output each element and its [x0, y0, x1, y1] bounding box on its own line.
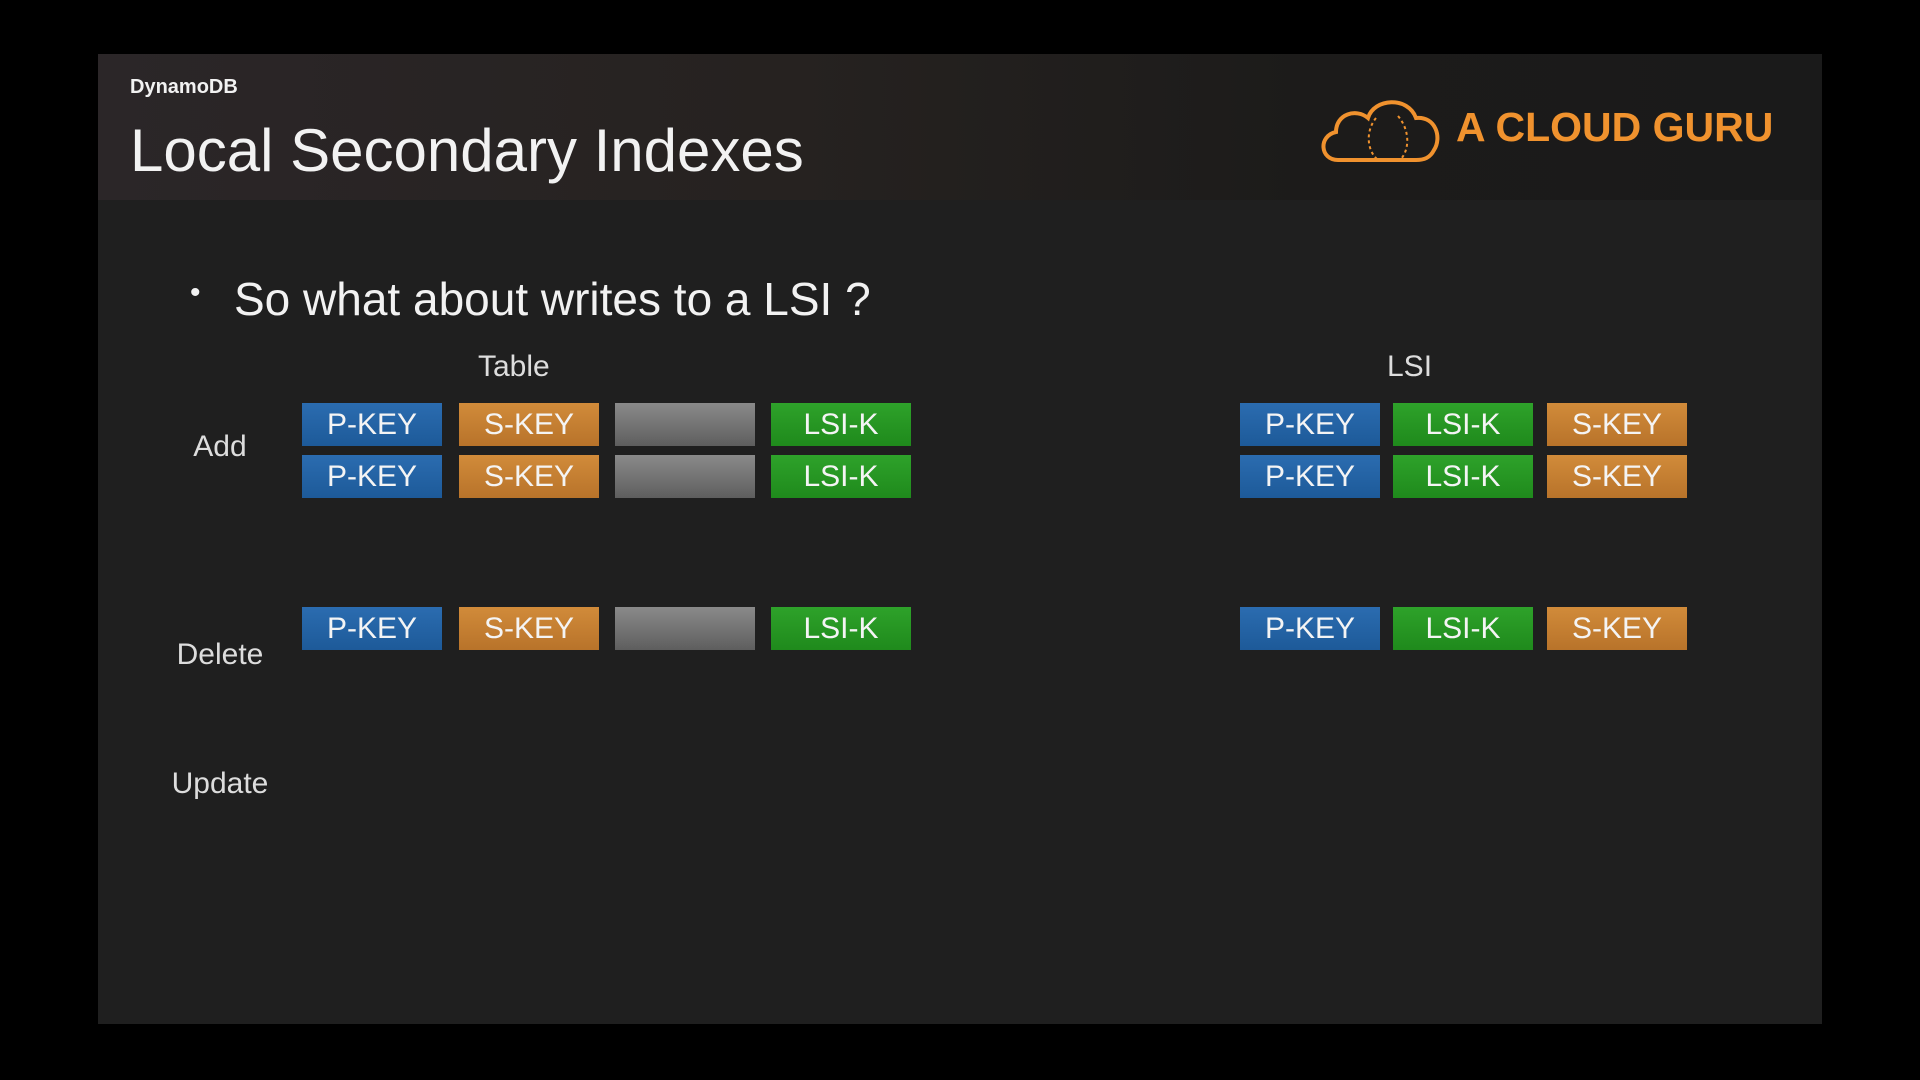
key-box: LSI-K [771, 607, 911, 650]
bullet-dot: • [190, 276, 201, 309]
key-box: P-KEY [1240, 607, 1380, 650]
header [98, 54, 1822, 200]
key-box: P-KEY [302, 455, 442, 498]
key-box: LSI-K [771, 455, 911, 498]
title: Local Secondary Indexes [130, 117, 804, 184]
operation-label: Update [171, 767, 269, 800]
key-box: S-KEY [459, 455, 599, 498]
column-label: LSI [1387, 350, 1433, 383]
key-box: LSI-K [771, 403, 911, 446]
key-box: P-KEY [1240, 455, 1380, 498]
logo-cloud [1321, 100, 1440, 162]
operation-label: Add [193, 430, 247, 463]
attribute-box [615, 455, 755, 498]
key-box: S-KEY [1547, 403, 1687, 446]
slide: DynamoDB Local Secondary Indexes A CLOUD… [98, 54, 1822, 1024]
attribute-box [615, 607, 755, 650]
key-box: P-KEY [302, 607, 442, 650]
key-box: LSI-K [1393, 403, 1533, 446]
key-box: S-KEY [459, 403, 599, 446]
attribute-box [615, 403, 755, 446]
key-box: S-KEY [459, 607, 599, 650]
key-box: P-KEY [302, 403, 442, 446]
operation-label: Delete [176, 638, 264, 671]
key-box: P-KEY [1240, 403, 1380, 446]
key-box: S-KEY [1547, 607, 1687, 650]
column-label: Table [478, 350, 550, 383]
key-box: S-KEY [1547, 455, 1687, 498]
key-box: LSI-K [1393, 607, 1533, 650]
key-box: LSI-K [1393, 455, 1533, 498]
section: DynamoDB [130, 76, 238, 98]
bullet: So what about writes to a LSI ? [234, 273, 871, 325]
brand: A CLOUD GURU [1456, 104, 1774, 150]
